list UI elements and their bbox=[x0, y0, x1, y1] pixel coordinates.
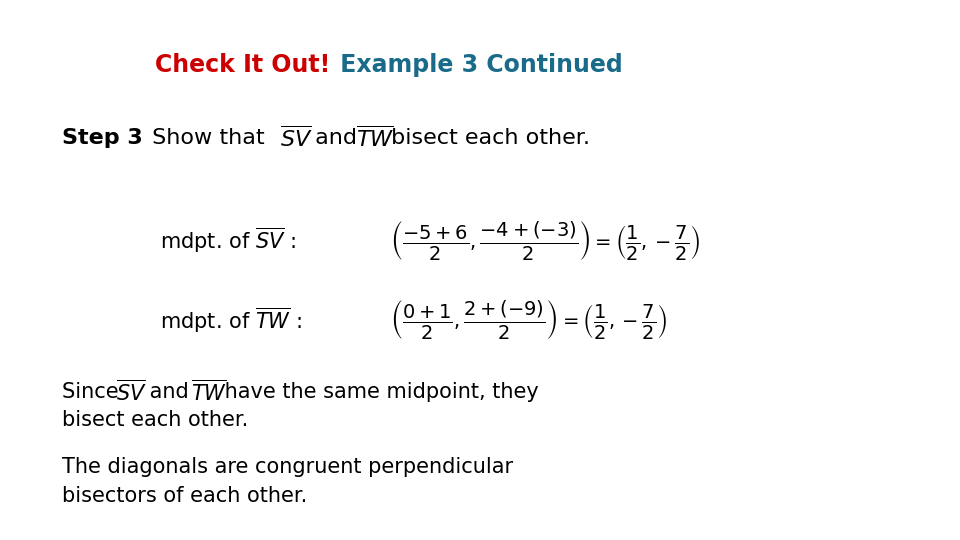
Text: mdpt. of $\overline{TW}$ :: mdpt. of $\overline{TW}$ : bbox=[160, 306, 301, 335]
Text: $\overline{SV}$: $\overline{SV}$ bbox=[280, 125, 313, 151]
Text: The diagonals are congruent perpendicular: The diagonals are congruent perpendicula… bbox=[62, 457, 514, 477]
Text: Step 3: Step 3 bbox=[62, 128, 143, 148]
Text: Check It Out!: Check It Out! bbox=[155, 53, 330, 77]
Text: mdpt. of $\overline{SV}$ :: mdpt. of $\overline{SV}$ : bbox=[160, 225, 296, 254]
Text: have the same midpoint, they: have the same midpoint, they bbox=[218, 382, 539, 402]
Text: bisect each other.: bisect each other. bbox=[384, 128, 590, 148]
Text: bisect each other.: bisect each other. bbox=[62, 410, 249, 430]
Text: Since: Since bbox=[62, 382, 125, 402]
Text: and: and bbox=[308, 128, 364, 148]
Text: $\overline{TW}$: $\overline{TW}$ bbox=[191, 379, 228, 404]
Text: $\overline{SV}$: $\overline{SV}$ bbox=[116, 379, 147, 404]
Text: and: and bbox=[143, 382, 196, 402]
Text: bisectors of each other.: bisectors of each other. bbox=[62, 486, 307, 506]
Text: Show that: Show that bbox=[145, 128, 272, 148]
Text: $\overline{TW}$: $\overline{TW}$ bbox=[356, 125, 395, 151]
Text: $\left(\dfrac{0+1}{2},\dfrac{2+(-9)}{2}\right)=\left(\dfrac{1}{2},-\dfrac{7}{2}\: $\left(\dfrac{0+1}{2},\dfrac{2+(-9)}{2}\… bbox=[390, 299, 667, 341]
Text: Example 3 Continued: Example 3 Continued bbox=[332, 53, 623, 77]
Text: $\left(\dfrac{-5+6}{2},\dfrac{-4+(-3)}{2}\right)=\left(\dfrac{1}{2},-\dfrac{7}{2: $\left(\dfrac{-5+6}{2},\dfrac{-4+(-3)}{2… bbox=[390, 219, 700, 261]
